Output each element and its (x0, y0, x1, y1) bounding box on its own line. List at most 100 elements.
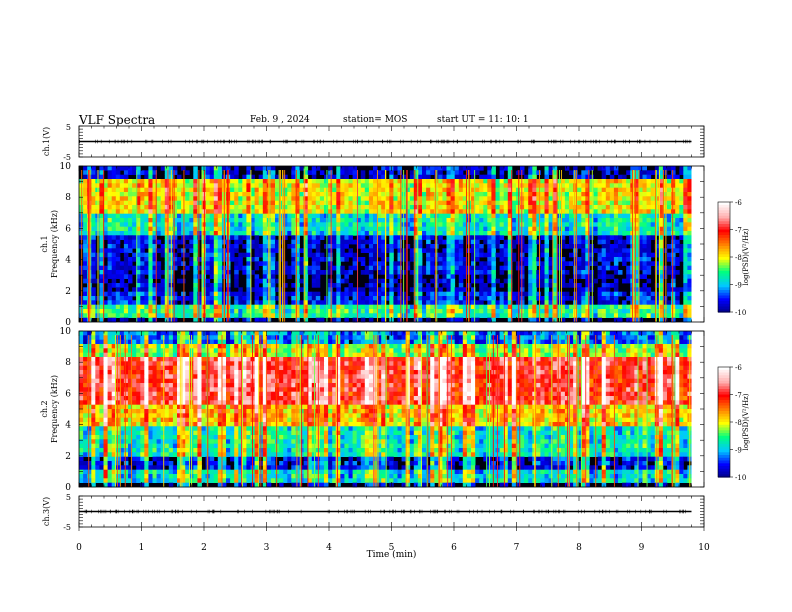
spectrogram-cell (352, 300, 358, 305)
spectrogram-cell (626, 170, 631, 175)
spectrogram-cell (283, 179, 288, 184)
spectrogram-cell (487, 261, 492, 266)
spectrogram-cell (140, 239, 145, 245)
spectrogram-cell (340, 187, 345, 193)
spectrogram-cell (270, 304, 276, 310)
spectrogram-cell (503, 252, 509, 258)
spectrogram-cell (266, 166, 272, 171)
spectrogram-cell (172, 222, 178, 227)
spectrogram-cell (377, 239, 382, 245)
spectrogram-cell (430, 291, 435, 297)
spectrogram-cell (458, 244, 464, 249)
spectrogram-cell (438, 235, 443, 240)
spectrogram-cell (368, 235, 374, 240)
spectrogram-cell (123, 218, 129, 223)
spectrogram-cell (123, 239, 129, 245)
spectrogram-cell (152, 231, 157, 236)
spectrogram-cell (291, 244, 296, 249)
spectrogram-cell (123, 205, 129, 210)
spectrogram-cell (185, 235, 190, 240)
spectrogram-cell (393, 287, 398, 292)
spectrogram-cell (569, 283, 574, 288)
spectrogram-cell (520, 309, 525, 314)
spectrogram-cell (246, 235, 251, 240)
spectrogram-cell (299, 166, 304, 171)
spectrogram-cell (413, 300, 419, 305)
spectrogram-cell (364, 239, 370, 245)
spectrogram-cell (450, 209, 456, 214)
spectrogram-cell (83, 248, 88, 253)
spectrogram-cell (658, 166, 664, 171)
spectrogram-cell (458, 192, 464, 197)
spectrogram-cell (499, 304, 505, 310)
spectrogram-cell (642, 213, 647, 219)
spectrogram-cell (303, 265, 309, 271)
spectrogram-cell (658, 287, 664, 292)
spectrogram-cell (454, 257, 460, 262)
spectrogram-cell (532, 179, 537, 184)
spectrogram-cell (197, 300, 202, 305)
spectrogram-cell (675, 300, 680, 305)
spectrogram-cell (217, 174, 223, 180)
spectrogram-cell (622, 218, 627, 223)
spectrogram-cell (540, 231, 545, 236)
spectrogram-cell (287, 231, 292, 236)
spectrogram-cell (609, 274, 615, 279)
spectrogram-cell (560, 257, 566, 262)
spectrogram-cell (479, 192, 484, 197)
spectrogram-cell (569, 261, 574, 266)
spectrogram-cell (164, 296, 170, 301)
spectrogram-cell (577, 244, 582, 249)
spectrogram-cell (201, 226, 206, 232)
spectrogram-cell (450, 205, 456, 210)
spectrogram-cell (336, 287, 341, 292)
spectrogram-cell (569, 235, 574, 240)
spectrogram-cell (160, 278, 166, 284)
spectrogram-cell (532, 278, 537, 284)
spectrogram-cell (91, 179, 96, 184)
spectrogram-cell (307, 170, 313, 175)
spectrogram-cell (585, 218, 590, 223)
spectrogram-cell (83, 231, 88, 236)
spectrogram-cell (552, 170, 558, 175)
spectrogram-cell (250, 174, 255, 180)
spectrogram-cell (613, 209, 619, 214)
spectrogram-cell (315, 274, 321, 279)
spectrogram-cell (601, 257, 607, 262)
spectrogram-cell (91, 257, 96, 262)
spectrogram-cell (417, 239, 423, 245)
spectrogram-cell (446, 218, 451, 223)
spectrogram-cell (193, 265, 198, 271)
spectrogram-cell (160, 309, 166, 314)
spectrogram-cell (307, 291, 313, 297)
spectrogram-cell (348, 252, 353, 258)
spectrogram-cell (315, 183, 321, 188)
spectrogram-cell (119, 283, 125, 288)
spectrogram-cell (303, 300, 309, 305)
spectrogram-cell (107, 265, 113, 271)
spectrogram-cell (683, 200, 688, 206)
spectrogram-cell (177, 200, 182, 206)
spectrogram-cell (634, 239, 639, 245)
spectrogram-cell (283, 300, 288, 305)
spectrogram-cell (111, 261, 117, 266)
spectrogram-cell (581, 265, 586, 271)
spectrogram-cell (336, 309, 341, 314)
spectrogram-cell (213, 200, 219, 206)
spectrogram-cell (471, 235, 476, 240)
spectrogram-cell (491, 213, 496, 219)
spectrogram-cell (156, 248, 162, 253)
spectrogram-cell (368, 174, 374, 180)
spectrogram-cell (573, 309, 578, 314)
spectrogram-cell (99, 261, 104, 266)
spectrogram-cell (483, 231, 488, 236)
spectrogram-cell (246, 244, 251, 249)
spectrogram-cell (507, 183, 513, 188)
spectrogram-cell (156, 283, 162, 288)
spectrogram-cell (544, 244, 549, 249)
spectrogram-cell (193, 166, 198, 171)
spectrogram-cell (609, 252, 615, 258)
spectrogram-cell (524, 196, 529, 201)
spectrogram-cell (638, 252, 643, 258)
spectrogram-cell (446, 287, 451, 292)
